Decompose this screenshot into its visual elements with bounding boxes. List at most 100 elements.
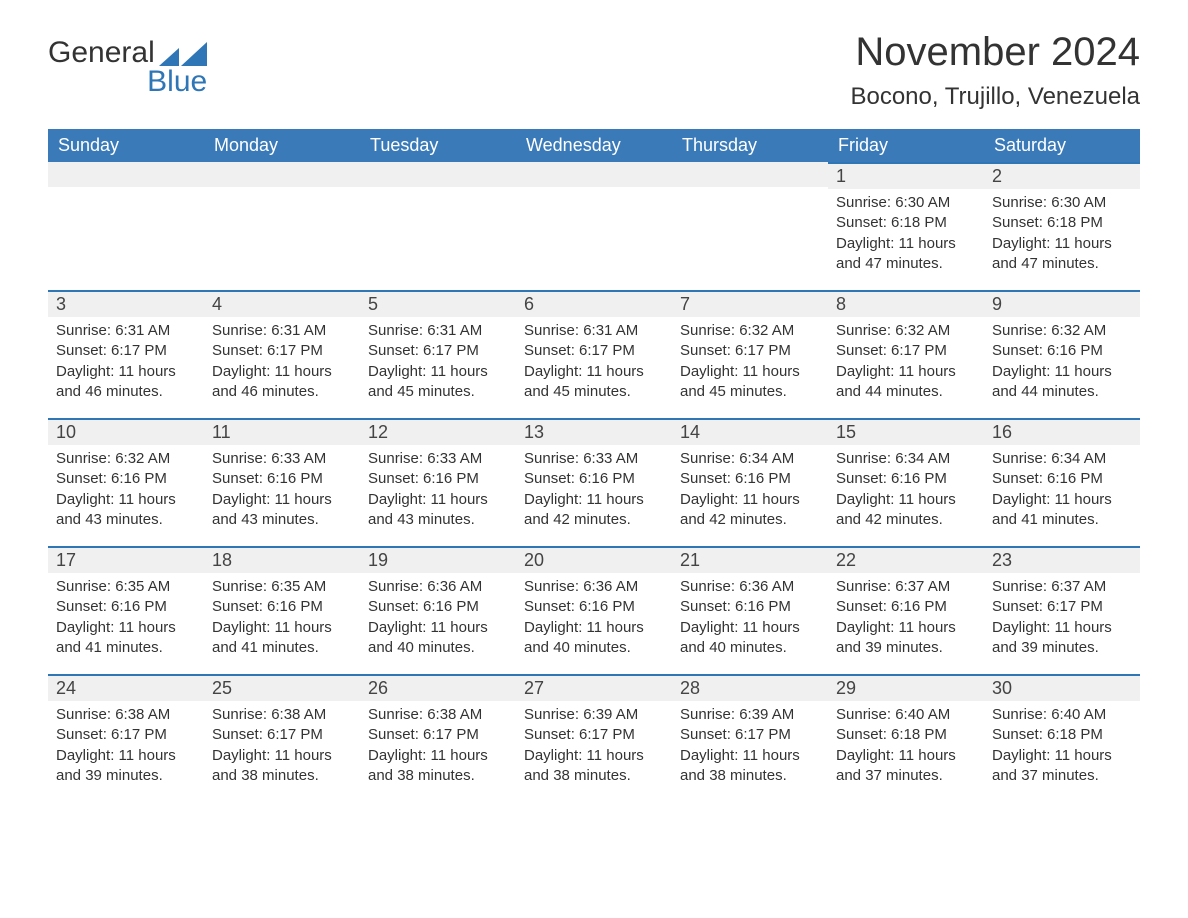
- sunset-text: Sunset: 6:17 PM: [680, 341, 820, 361]
- day-details: Sunrise: 6:30 AMSunset: 6:18 PMDaylight:…: [828, 189, 984, 282]
- day-number: 15: [828, 418, 984, 445]
- sunrise-text: Sunrise: 6:39 AM: [524, 705, 664, 725]
- calendar-cell: 24Sunrise: 6:38 AMSunset: 6:17 PMDayligh…: [48, 674, 204, 802]
- sunrise-text: Sunrise: 6:34 AM: [992, 449, 1132, 469]
- day-details: Sunrise: 6:32 AMSunset: 6:16 PMDaylight:…: [48, 445, 204, 538]
- sunset-text: Sunset: 6:16 PM: [368, 597, 508, 617]
- sunset-text: Sunset: 6:17 PM: [212, 725, 352, 745]
- sunset-text: Sunset: 6:17 PM: [836, 341, 976, 361]
- daylight-text: Daylight: 11 hours and 42 minutes.: [680, 490, 820, 531]
- daylight-text: Daylight: 11 hours and 39 minutes.: [56, 746, 196, 787]
- calendar-cell: 28Sunrise: 6:39 AMSunset: 6:17 PMDayligh…: [672, 674, 828, 802]
- daylight-text: Daylight: 11 hours and 45 minutes.: [524, 362, 664, 403]
- day-details: Sunrise: 6:31 AMSunset: 6:17 PMDaylight:…: [204, 317, 360, 410]
- sunset-text: Sunset: 6:17 PM: [56, 341, 196, 361]
- calendar-week-row: 1Sunrise: 6:30 AMSunset: 6:18 PMDaylight…: [48, 162, 1140, 290]
- calendar-cell: [204, 162, 360, 290]
- day-details: Sunrise: 6:34 AMSunset: 6:16 PMDaylight:…: [828, 445, 984, 538]
- day-details: Sunrise: 6:31 AMSunset: 6:17 PMDaylight:…: [360, 317, 516, 410]
- day-details: Sunrise: 6:30 AMSunset: 6:18 PMDaylight:…: [984, 189, 1140, 282]
- sunset-text: Sunset: 6:17 PM: [368, 341, 508, 361]
- day-header: Sunday: [48, 129, 204, 162]
- sunrise-text: Sunrise: 6:33 AM: [524, 449, 664, 469]
- calendar-cell: 1Sunrise: 6:30 AMSunset: 6:18 PMDaylight…: [828, 162, 984, 290]
- day-details: Sunrise: 6:33 AMSunset: 6:16 PMDaylight:…: [360, 445, 516, 538]
- calendar-cell: 22Sunrise: 6:37 AMSunset: 6:16 PMDayligh…: [828, 546, 984, 674]
- day-number: 11: [204, 418, 360, 445]
- calendar-cell: 18Sunrise: 6:35 AMSunset: 6:16 PMDayligh…: [204, 546, 360, 674]
- calendar-cell: 3Sunrise: 6:31 AMSunset: 6:17 PMDaylight…: [48, 290, 204, 418]
- day-number: 1: [828, 162, 984, 189]
- calendar-week-row: 24Sunrise: 6:38 AMSunset: 6:17 PMDayligh…: [48, 674, 1140, 802]
- day-number: 16: [984, 418, 1140, 445]
- day-header: Thursday: [672, 129, 828, 162]
- day-number: 25: [204, 674, 360, 701]
- daylight-text: Daylight: 11 hours and 43 minutes.: [56, 490, 196, 531]
- day-details: Sunrise: 6:36 AMSunset: 6:16 PMDaylight:…: [360, 573, 516, 666]
- sunset-text: Sunset: 6:16 PM: [836, 469, 976, 489]
- daylight-text: Daylight: 11 hours and 43 minutes.: [368, 490, 508, 531]
- sunrise-text: Sunrise: 6:31 AM: [56, 321, 196, 341]
- sunrise-text: Sunrise: 6:31 AM: [368, 321, 508, 341]
- calendar-cell: [48, 162, 204, 290]
- day-details: Sunrise: 6:37 AMSunset: 6:17 PMDaylight:…: [984, 573, 1140, 666]
- calendar-cell: 23Sunrise: 6:37 AMSunset: 6:17 PMDayligh…: [984, 546, 1140, 674]
- sunset-text: Sunset: 6:16 PM: [524, 469, 664, 489]
- day-details: Sunrise: 6:38 AMSunset: 6:17 PMDaylight:…: [360, 701, 516, 794]
- sunset-text: Sunset: 6:16 PM: [992, 469, 1132, 489]
- sunrise-text: Sunrise: 6:35 AM: [212, 577, 352, 597]
- sunset-text: Sunset: 6:18 PM: [992, 213, 1132, 233]
- sunset-text: Sunset: 6:18 PM: [992, 725, 1132, 745]
- page: General Blue November 2024 Bocono, Truji…: [0, 0, 1188, 842]
- sunset-text: Sunset: 6:16 PM: [56, 469, 196, 489]
- calendar-cell: 20Sunrise: 6:36 AMSunset: 6:16 PMDayligh…: [516, 546, 672, 674]
- sunrise-text: Sunrise: 6:31 AM: [524, 321, 664, 341]
- calendar-cell: 19Sunrise: 6:36 AMSunset: 6:16 PMDayligh…: [360, 546, 516, 674]
- day-details: Sunrise: 6:39 AMSunset: 6:17 PMDaylight:…: [672, 701, 828, 794]
- daylight-text: Daylight: 11 hours and 39 minutes.: [836, 618, 976, 659]
- daylight-text: Daylight: 11 hours and 44 minutes.: [992, 362, 1132, 403]
- sunset-text: Sunset: 6:17 PM: [680, 725, 820, 745]
- sunrise-text: Sunrise: 6:38 AM: [56, 705, 196, 725]
- day-details: Sunrise: 6:33 AMSunset: 6:16 PMDaylight:…: [516, 445, 672, 538]
- day-details: Sunrise: 6:33 AMSunset: 6:16 PMDaylight:…: [204, 445, 360, 538]
- day-number: 17: [48, 546, 204, 573]
- empty-daynum: [672, 162, 828, 187]
- day-details: Sunrise: 6:36 AMSunset: 6:16 PMDaylight:…: [516, 573, 672, 666]
- empty-daynum: [516, 162, 672, 187]
- day-number: 18: [204, 546, 360, 573]
- day-number: 5: [360, 290, 516, 317]
- sunrise-text: Sunrise: 6:33 AM: [212, 449, 352, 469]
- day-details: Sunrise: 6:40 AMSunset: 6:18 PMDaylight:…: [984, 701, 1140, 794]
- calendar-cell: 7Sunrise: 6:32 AMSunset: 6:17 PMDaylight…: [672, 290, 828, 418]
- sunset-text: Sunset: 6:18 PM: [836, 213, 976, 233]
- sunset-text: Sunset: 6:16 PM: [524, 597, 664, 617]
- calendar-body: 1Sunrise: 6:30 AMSunset: 6:18 PMDaylight…: [48, 162, 1140, 802]
- day-number: 30: [984, 674, 1140, 701]
- calendar-cell: 30Sunrise: 6:40 AMSunset: 6:18 PMDayligh…: [984, 674, 1140, 802]
- day-details: Sunrise: 6:34 AMSunset: 6:16 PMDaylight:…: [672, 445, 828, 538]
- sunset-text: Sunset: 6:16 PM: [836, 597, 976, 617]
- daylight-text: Daylight: 11 hours and 38 minutes.: [212, 746, 352, 787]
- sunset-text: Sunset: 6:17 PM: [524, 341, 664, 361]
- daylight-text: Daylight: 11 hours and 38 minutes.: [368, 746, 508, 787]
- daylight-text: Daylight: 11 hours and 46 minutes.: [212, 362, 352, 403]
- calendar-header-row: Sunday Monday Tuesday Wednesday Thursday…: [48, 129, 1140, 162]
- day-number: 29: [828, 674, 984, 701]
- day-number: 8: [828, 290, 984, 317]
- day-number: 7: [672, 290, 828, 317]
- day-number: 12: [360, 418, 516, 445]
- calendar-cell: 16Sunrise: 6:34 AMSunset: 6:16 PMDayligh…: [984, 418, 1140, 546]
- daylight-text: Daylight: 11 hours and 37 minutes.: [836, 746, 976, 787]
- daylight-text: Daylight: 11 hours and 44 minutes.: [836, 362, 976, 403]
- day-details: Sunrise: 6:32 AMSunset: 6:17 PMDaylight:…: [672, 317, 828, 410]
- logo-text-blue: Blue: [48, 67, 207, 97]
- sunset-text: Sunset: 6:16 PM: [992, 341, 1132, 361]
- daylight-text: Daylight: 11 hours and 45 minutes.: [368, 362, 508, 403]
- sunset-text: Sunset: 6:17 PM: [524, 725, 664, 745]
- day-details: Sunrise: 6:35 AMSunset: 6:16 PMDaylight:…: [48, 573, 204, 666]
- sunrise-text: Sunrise: 6:36 AM: [680, 577, 820, 597]
- day-details: Sunrise: 6:40 AMSunset: 6:18 PMDaylight:…: [828, 701, 984, 794]
- day-header: Monday: [204, 129, 360, 162]
- daylight-text: Daylight: 11 hours and 39 minutes.: [992, 618, 1132, 659]
